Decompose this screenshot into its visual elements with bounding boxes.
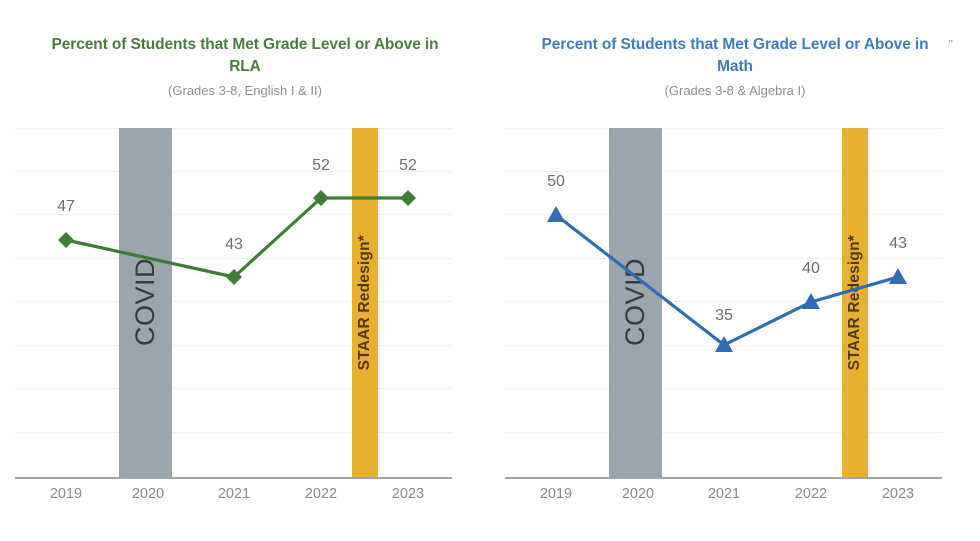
gridline xyxy=(505,301,942,302)
data-label-2019-rla: 47 xyxy=(57,198,75,215)
gridline xyxy=(505,171,942,172)
gridline xyxy=(505,258,942,259)
x-tick-label-2021-math: 2021 xyxy=(707,486,741,502)
x-axis-line-rla xyxy=(15,477,452,479)
x-tick-label-2023-math: 2023 xyxy=(881,486,915,502)
x-tick-label-2019-rla: 2019 xyxy=(49,486,83,502)
annotation-band-staar-redesign-rla: STAAR Redesign* xyxy=(352,128,378,477)
x-tick-label-2022-rla: 2022 xyxy=(304,486,338,502)
corner-quote-mark: ” xyxy=(948,38,953,50)
chart-title-block-rla: Percent of Students that Met Grade Level… xyxy=(0,34,490,98)
x-axis-labels-math: 2019 2020 2021 2022 2023 xyxy=(505,486,942,512)
annotation-band-covid-math: COVID xyxy=(609,128,662,477)
chart-panel-math: Percent of Students that Met Grade Level… xyxy=(490,0,980,541)
data-label-2021-math: 35 xyxy=(715,307,733,324)
chart-subtitle-rla: (Grades 3-8, English I & II) xyxy=(168,83,322,98)
x-tick-label-2019-math: 2019 xyxy=(539,486,573,502)
series-markers-rla xyxy=(58,190,416,285)
gridline xyxy=(15,128,452,129)
data-label-2021-rla: 43 xyxy=(225,236,243,253)
gridline xyxy=(15,388,452,389)
gridline xyxy=(15,345,452,346)
annotation-band-staar-redesign-math: STAAR Redesign* xyxy=(842,128,868,477)
x-tick-label-2020-rla: 2020 xyxy=(131,486,165,502)
series-line-math xyxy=(547,206,907,352)
series-line-rla xyxy=(58,190,416,285)
chart-title-math: Percent of Students that Met Grade Level… xyxy=(490,34,980,78)
chart-title-line2-math: or Above in Math xyxy=(717,36,929,75)
gridline xyxy=(15,258,452,259)
chart-title-line1-math: Percent of Students that Met Grade Level xyxy=(541,36,841,53)
data-label-2019-math: 50 xyxy=(547,173,565,190)
gridline xyxy=(15,301,452,302)
plot-area-rla: COVID STAAR Redesign* 47 43 52 xyxy=(15,128,452,477)
chart-title-block-math: Percent of Students that Met Grade Level… xyxy=(490,34,980,98)
gridline xyxy=(15,171,452,172)
chart-subtitle-math: (Grades 3-8 & Algebra I) xyxy=(664,83,806,98)
data-label-2023-math: 43 xyxy=(889,235,907,252)
annotation-band-covid-rla: COVID xyxy=(119,128,172,477)
data-label-2022-math: 40 xyxy=(802,260,820,277)
plot-area-math: COVID STAAR Redesign* 50 35 40 xyxy=(505,128,942,477)
x-tick-label-2022-math: 2022 xyxy=(794,486,828,502)
series-markers-math xyxy=(547,206,907,352)
x-axis-labels-rla: 2019 2020 2021 2022 2023 xyxy=(15,486,452,512)
chart-title-rla: Percent of Students that Met Grade Level… xyxy=(0,34,490,78)
gridline xyxy=(505,432,942,433)
gridline xyxy=(505,128,942,129)
x-tick-label-2020-math: 2020 xyxy=(621,486,655,502)
gridline xyxy=(505,214,942,215)
data-label-2022-rla: 52 xyxy=(312,157,330,174)
gridline xyxy=(15,432,452,433)
chart-panel-rla: Percent of Students that Met Grade Level… xyxy=(0,34,490,512)
chart-title-line2-rla: or Above in RLA xyxy=(229,36,439,75)
gridline xyxy=(505,388,942,389)
data-label-2023-rla: 52 xyxy=(399,157,417,174)
x-axis-line-math xyxy=(505,477,942,479)
x-tick-label-2023-rla: 2023 xyxy=(391,486,425,502)
chart-title-line1-rla: Percent of Students that Met Grade Level xyxy=(51,36,351,53)
gridlines-rla xyxy=(15,128,452,477)
x-tick-label-2021-rla: 2021 xyxy=(217,486,251,502)
gridline xyxy=(15,214,452,215)
